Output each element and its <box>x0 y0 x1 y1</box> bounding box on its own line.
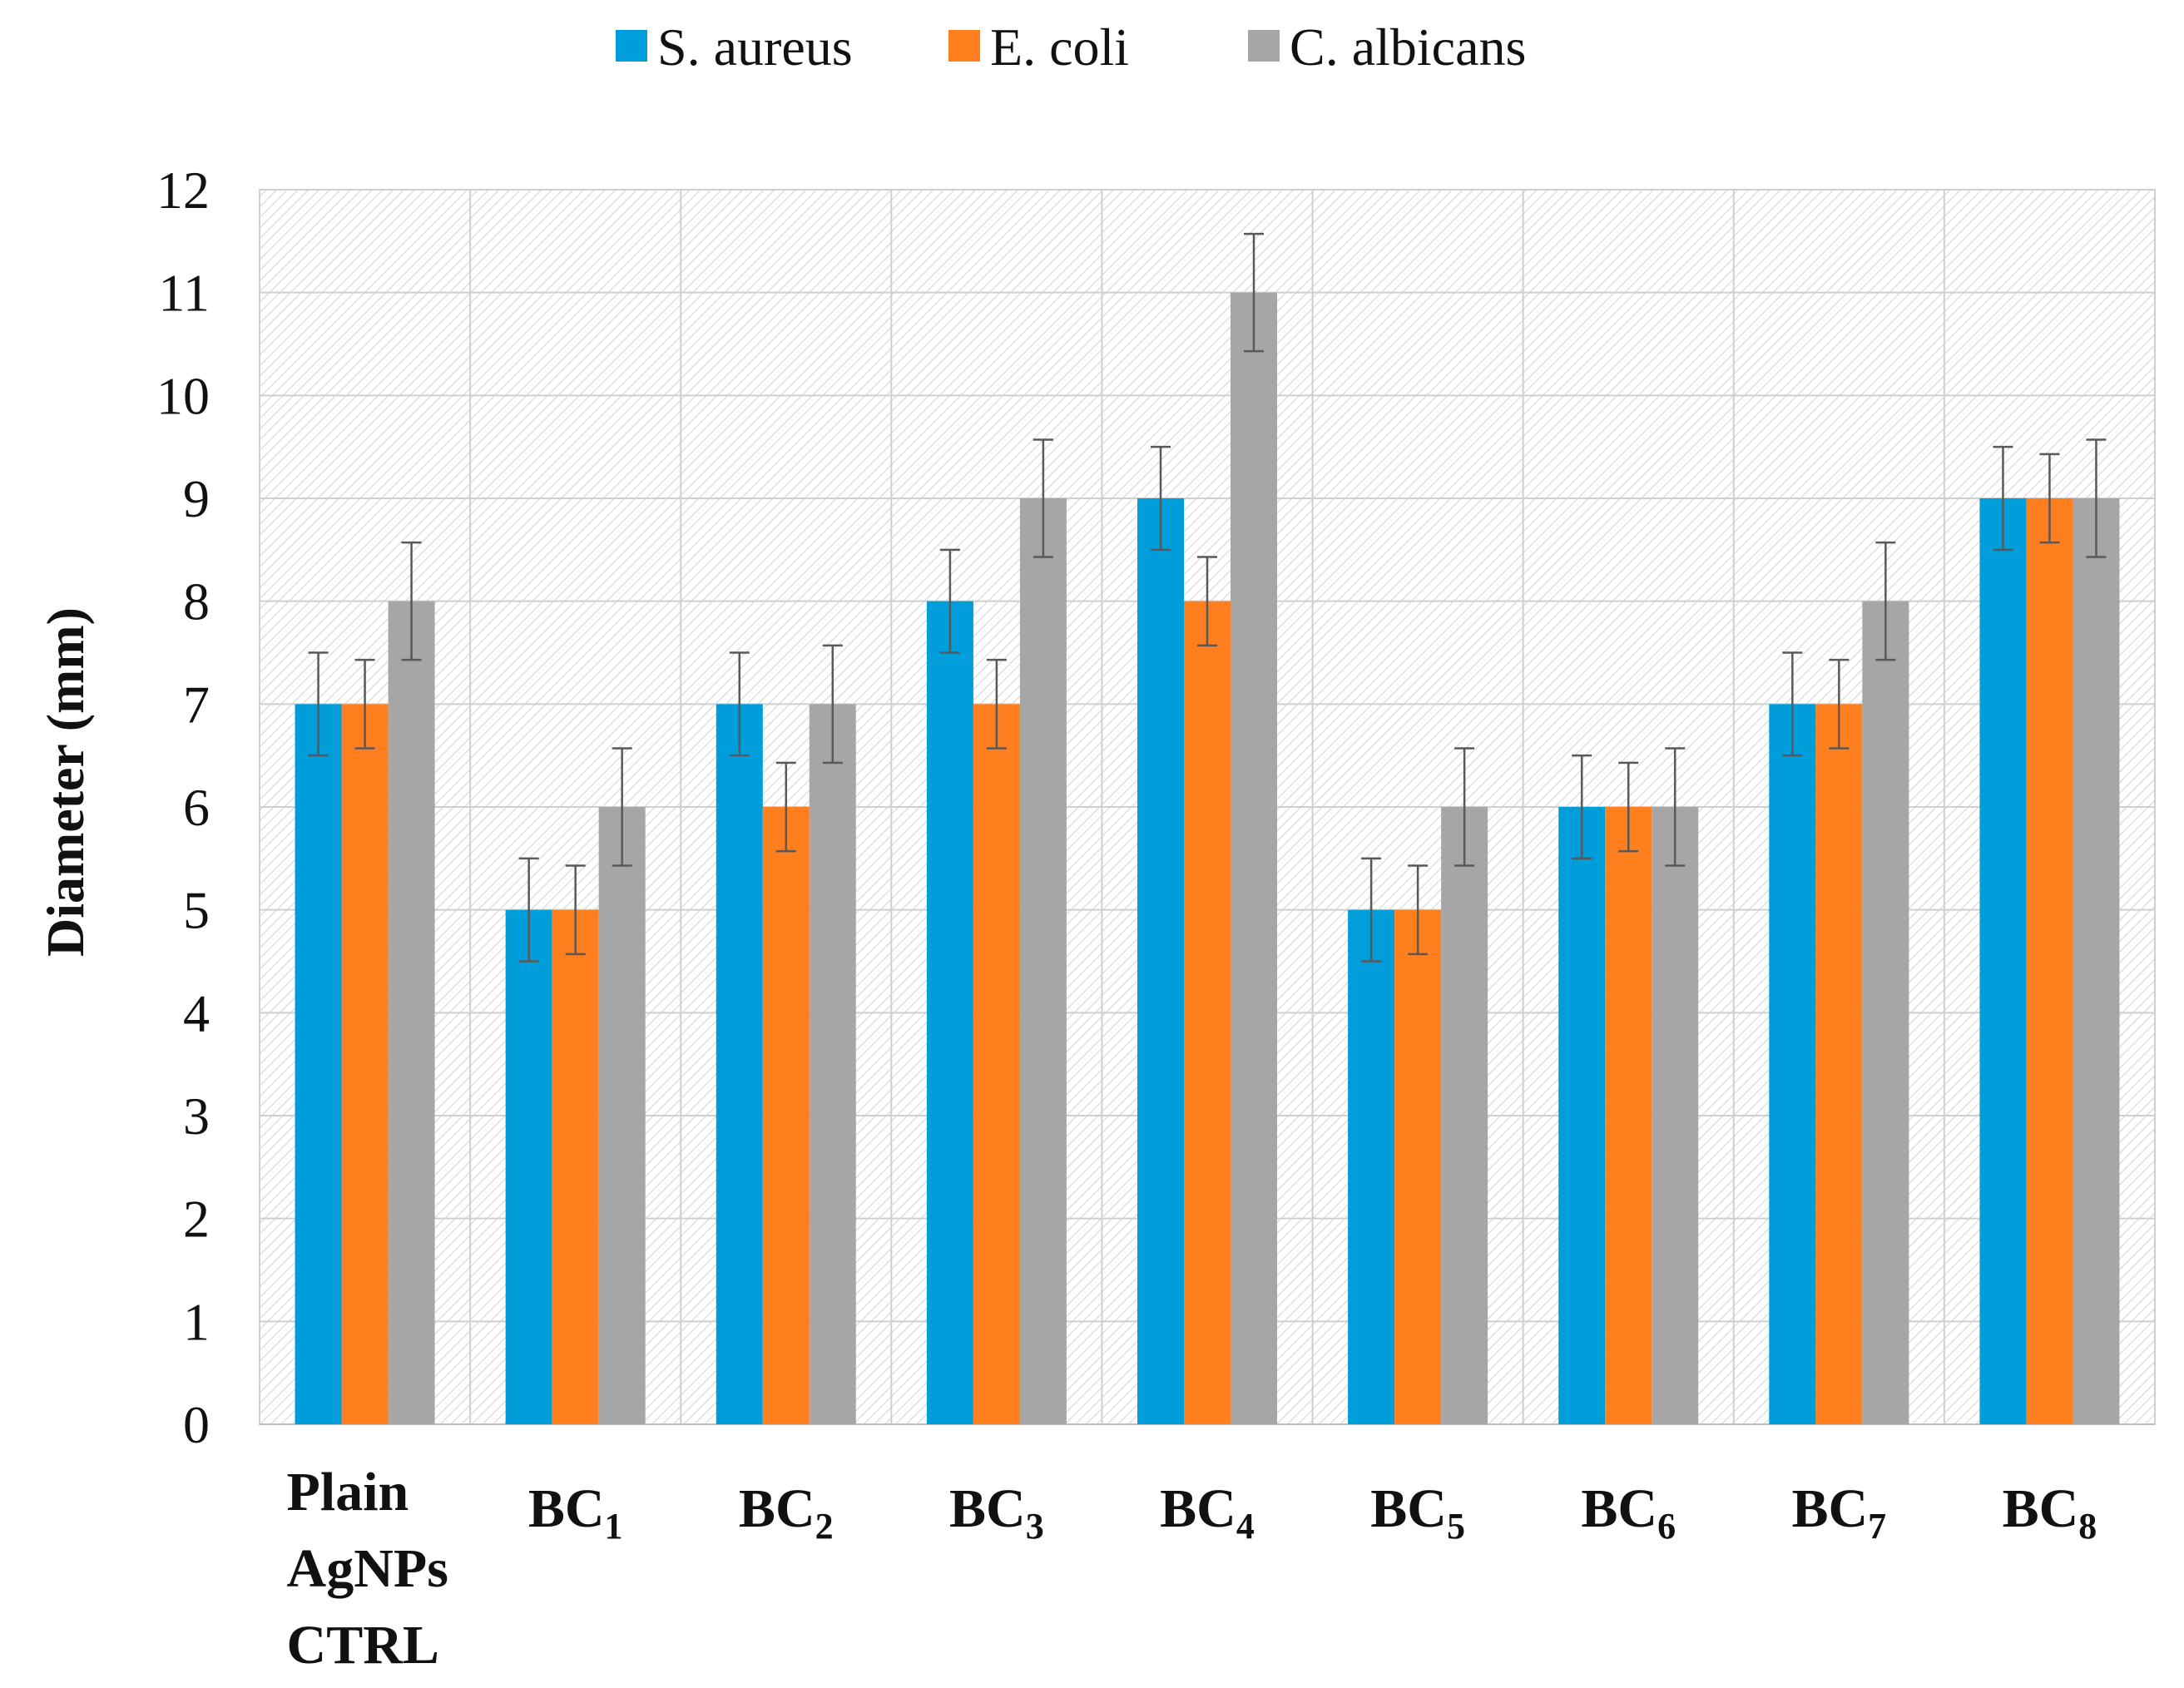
error-bar-bc7-3 <box>1875 541 1896 661</box>
bar-bc5-2 <box>1394 909 1442 1424</box>
bar-bc4-1 <box>1137 498 1184 1424</box>
y-tick-label: 4 <box>183 983 210 1042</box>
error-bar-bc4-1 <box>1151 445 1171 552</box>
bar-bc6-2 <box>1605 807 1652 1424</box>
y-tick-label: 7 <box>183 675 210 734</box>
y-tick-label: 9 <box>183 469 210 528</box>
bars <box>295 292 2120 1425</box>
error-bar-bc2-2 <box>775 761 796 853</box>
error-bar-bc5-3 <box>1454 747 1475 867</box>
error-bar-bc5-1 <box>1361 857 1382 963</box>
y-tick-label: 1 <box>183 1292 210 1351</box>
bar-ctrl-3 <box>388 601 435 1424</box>
bar-bc1-3 <box>598 807 646 1424</box>
error-bar-ctrl-1 <box>308 651 329 757</box>
x-category-label-bc6: BC6 <box>1581 1478 1676 1547</box>
bar-bc8-2 <box>2026 498 2073 1424</box>
y-tick-label: 8 <box>183 572 210 631</box>
y-axis-title: Diameter (mm) <box>36 607 95 957</box>
error-bar-bc6-1 <box>1572 754 1592 860</box>
error-bar-bc2-1 <box>729 651 750 757</box>
y-tick-label: 10 <box>156 366 210 425</box>
y-tick-label: 0 <box>183 1395 210 1454</box>
y-tick-label: 6 <box>183 778 210 837</box>
bar-ctrl-1 <box>295 704 342 1424</box>
error-bar-bc2-3 <box>822 644 843 765</box>
error-bar-bc7-2 <box>1829 658 1850 750</box>
bar-bc4-2 <box>1184 601 1231 1424</box>
bar-bc3-2 <box>973 704 1020 1424</box>
error-bar-bc5-2 <box>1408 864 1429 956</box>
x-category-label-bc8: BC8 <box>2003 1478 2097 1547</box>
x-category-label-ctrl-line-2: AgNPs <box>287 1538 448 1599</box>
legend-label-1: S. aureus <box>657 17 853 77</box>
bar-bc1-2 <box>552 909 599 1424</box>
error-bar-bc3-2 <box>986 658 1007 750</box>
error-bar-bc8-1 <box>1993 445 2013 552</box>
legend-swatch-1 <box>616 30 647 62</box>
bar-bc8-3 <box>2073 498 2120 1424</box>
error-bar-bc8-2 <box>2039 453 2060 544</box>
legend-label-2: E. coli <box>990 17 1129 77</box>
legend-label-3: C. albicans <box>1290 17 1526 77</box>
bar-bc8-1 <box>1979 498 2027 1424</box>
x-category-label-bc4: BC4 <box>1160 1478 1255 1547</box>
x-axis-categories: Plain AgNPs CTRL BC1 BC2 BC3 BC4 BC5 BC6 BC7 BC8 <box>287 1462 2097 1676</box>
error-bar-bc3-1 <box>939 548 960 654</box>
error-bar-bc1-1 <box>518 857 539 963</box>
y-tick-label: 5 <box>183 881 210 940</box>
bar-ctrl-2 <box>341 704 389 1424</box>
bar-bc1-1 <box>505 909 552 1424</box>
error-bar-bc3-3 <box>1033 438 1053 558</box>
error-bar-bc8-3 <box>2086 438 2107 558</box>
legend-swatch-2 <box>948 30 980 62</box>
error-bar-bc1-3 <box>612 747 632 867</box>
y-tick-label: 3 <box>183 1087 210 1146</box>
y-tick-label: 2 <box>183 1190 210 1249</box>
legend-swatch-3 <box>1248 30 1280 62</box>
error-bar-bc4-2 <box>1197 556 1217 647</box>
x-category-label-bc7: BC7 <box>1791 1478 1886 1547</box>
x-category-label-ctrl-line-3: CTRL <box>287 1615 439 1676</box>
bar-bc3-3 <box>1019 498 1067 1424</box>
error-bar-bc1-2 <box>565 864 586 956</box>
bar-bc2-2 <box>762 807 810 1424</box>
y-tick-label: 12 <box>156 161 210 220</box>
bar-bc6-3 <box>1652 807 1699 1424</box>
bar-bc2-1 <box>716 704 763 1424</box>
bar-bc6-1 <box>1558 807 1606 1424</box>
x-category-label-bc3: BC3 <box>949 1478 1044 1547</box>
error-bars <box>308 232 2107 963</box>
error-bar-ctrl-3 <box>401 541 422 661</box>
bar-bc2-3 <box>809 704 856 1424</box>
error-bar-bc7-1 <box>1782 651 1803 757</box>
bar-bc7-1 <box>1769 704 1816 1424</box>
bar-bc5-3 <box>1441 807 1488 1424</box>
x-category-label-bc1: BC1 <box>528 1478 623 1547</box>
legend: S. aureus E. coli C. albicans <box>616 17 1526 77</box>
bar-bc3-1 <box>926 601 973 1424</box>
bar-bc7-3 <box>1862 601 1909 1424</box>
error-bar-bc6-2 <box>1618 761 1639 853</box>
bar-bc5-1 <box>1348 909 1395 1424</box>
x-category-label-ctrl-line-1: Plain <box>287 1462 409 1522</box>
error-bar-bc4-3 <box>1244 232 1264 353</box>
bar-bc7-2 <box>1815 704 1863 1424</box>
error-bar-ctrl-2 <box>354 658 375 750</box>
x-category-label-bc2: BC2 <box>739 1478 834 1547</box>
y-tick-label: 11 <box>158 264 210 323</box>
bar-bc4-3 <box>1231 292 1277 1425</box>
error-bar-bc6-3 <box>1665 747 1686 867</box>
x-category-label-bc5: BC5 <box>1370 1478 1465 1547</box>
